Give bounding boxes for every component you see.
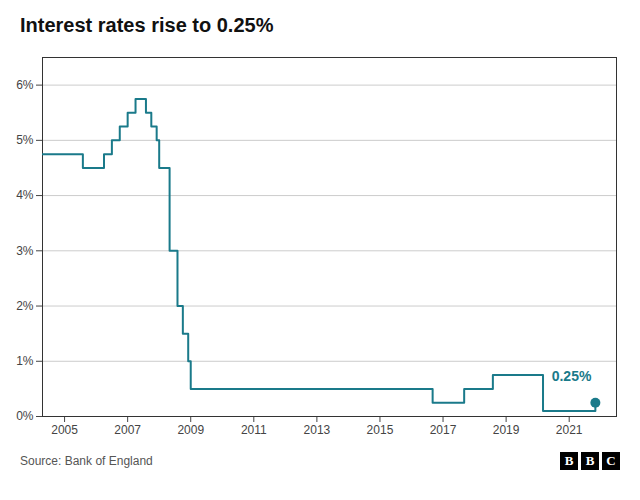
svg-text:2%: 2% [16,299,34,313]
svg-text:2015: 2015 [367,423,394,437]
svg-text:2021: 2021 [556,423,583,437]
svg-text:0%: 0% [16,409,34,423]
svg-text:2005: 2005 [51,423,78,437]
svg-text:2013: 2013 [304,423,331,437]
svg-text:0.25%: 0.25% [552,368,592,384]
svg-text:3%: 3% [16,244,34,258]
svg-text:6%: 6% [16,78,34,92]
svg-text:2017: 2017 [430,423,457,437]
html-text:Interest rates rise to 0.25%: Interest rates rise to 0.25% [20,14,274,36]
svg-text:2019: 2019 [493,423,520,437]
html-text:C: C [606,453,616,468]
html-text:Source: Bank of England: Source: Bank of England [20,454,153,468]
svg-text:2009: 2009 [177,423,204,437]
html-text:B: B [585,453,595,468]
svg-text:4%: 4% [16,188,34,202]
svg-text:5%: 5% [16,133,34,147]
svg-text:2011: 2011 [241,423,267,437]
svg-text:1%: 1% [16,354,34,368]
svg-text:2007: 2007 [114,423,141,437]
html-text:B: B [564,453,574,468]
